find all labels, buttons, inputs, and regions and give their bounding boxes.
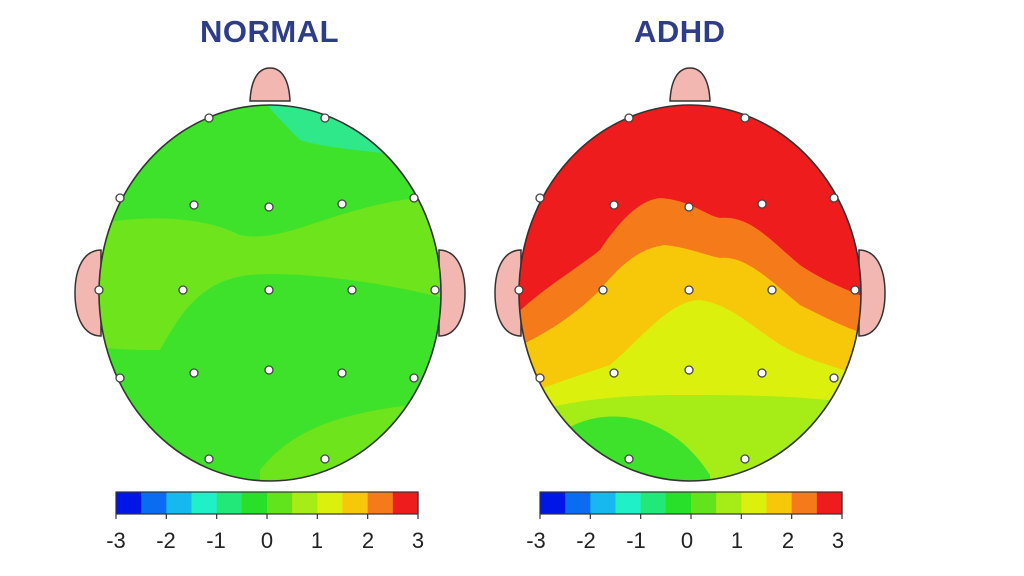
scale-segment bbox=[791, 492, 818, 514]
scale-segment bbox=[640, 492, 667, 514]
normal-tick-label: 1 bbox=[311, 528, 323, 553]
adhd-tick-label: 0 bbox=[681, 528, 693, 553]
scale-segment bbox=[367, 492, 394, 514]
scale-segment bbox=[716, 492, 742, 514]
normal-head bbox=[74, 67, 466, 482]
scale-segment bbox=[816, 492, 843, 514]
normal-tick-label: -1 bbox=[206, 528, 226, 553]
adhd-tick-label: -2 bbox=[576, 528, 596, 553]
scale-segment bbox=[665, 492, 692, 514]
scale-segment bbox=[766, 492, 793, 514]
nose bbox=[669, 67, 711, 102]
normal-tick-label: 2 bbox=[362, 528, 374, 553]
scale-segment bbox=[590, 492, 617, 514]
scale-segment bbox=[691, 492, 717, 514]
scale-segment bbox=[392, 492, 419, 514]
left-ear bbox=[74, 249, 102, 337]
scale-segment bbox=[565, 492, 591, 514]
normal-scale-ticks: -3 -2 -1 0 1 2 3 bbox=[106, 528, 424, 553]
right-ear bbox=[858, 249, 886, 337]
adhd-electrodes bbox=[514, 113, 860, 464]
scale-segment bbox=[267, 492, 293, 514]
scale-segment bbox=[540, 492, 566, 514]
normal-electrodes bbox=[94, 113, 440, 464]
adhd-tick-label: -1 bbox=[626, 528, 646, 553]
scale-segment bbox=[191, 492, 218, 514]
scale-segment bbox=[317, 492, 344, 514]
scale-segment bbox=[615, 492, 642, 514]
normal-tick-label: 3 bbox=[412, 528, 424, 553]
scale-segment bbox=[241, 492, 268, 514]
nose bbox=[249, 67, 291, 102]
normal-map-title: NORMAL bbox=[200, 14, 340, 49]
normal-tick-label: -2 bbox=[156, 528, 176, 553]
normal-tick-label: 0 bbox=[261, 528, 273, 553]
scale-segment bbox=[116, 492, 142, 514]
left-ear bbox=[494, 249, 522, 337]
adhd-scalp-map bbox=[519, 105, 861, 481]
normal-tick-label: -3 bbox=[106, 528, 126, 553]
adhd-head bbox=[494, 67, 886, 482]
adhd-tick-label: 2 bbox=[782, 528, 794, 553]
scale-segment bbox=[216, 492, 243, 514]
adhd-tick-label: 3 bbox=[832, 528, 844, 553]
scale-segment bbox=[342, 492, 369, 514]
scale-segment bbox=[166, 492, 193, 514]
adhd-tick-label: -3 bbox=[526, 528, 546, 553]
scale-segment bbox=[741, 492, 768, 514]
adhd-scale-ticks: -3 -2 -1 0 1 2 3 bbox=[526, 528, 844, 553]
adhd-tick-label: 1 bbox=[731, 528, 743, 553]
scale-segment bbox=[141, 492, 167, 514]
adhd-map-title: ADHD bbox=[634, 14, 726, 49]
scale-segment bbox=[292, 492, 318, 514]
right-ear bbox=[438, 249, 466, 337]
normal-color-scale bbox=[115, 491, 419, 519]
adhd-color-scale bbox=[539, 491, 843, 519]
